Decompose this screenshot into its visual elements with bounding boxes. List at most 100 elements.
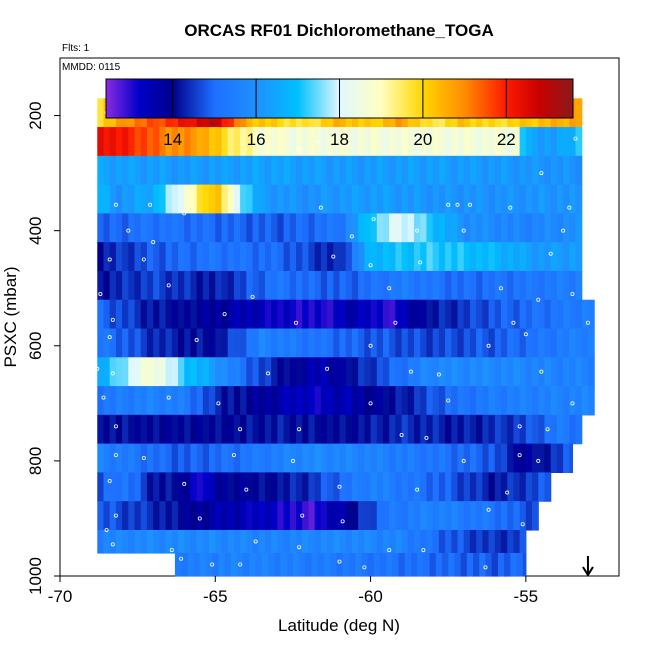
heat-cell [507, 127, 515, 157]
heat-cell [432, 184, 440, 214]
sample-point [368, 343, 373, 348]
heat-cell [463, 414, 471, 445]
heat-cell [252, 299, 260, 330]
heat-cell [336, 552, 344, 577]
heat-cell [532, 127, 539, 157]
heat-cell [159, 184, 167, 214]
heat-cell [128, 328, 136, 358]
colorbar-tick-label: 22 [497, 130, 516, 149]
heat-cell [264, 414, 272, 445]
heat-cell [445, 242, 452, 272]
heat-cell [196, 386, 204, 416]
heat-cell [420, 386, 428, 416]
heat-cell [563, 184, 570, 214]
heat-cell [202, 386, 210, 416]
heat-cell [277, 242, 285, 272]
heat-cell [314, 472, 322, 502]
heat-cell [563, 328, 570, 358]
heat-cell [451, 127, 459, 157]
sample-point [244, 487, 249, 492]
heat-cell [271, 472, 278, 502]
heat-cell [302, 414, 310, 445]
heat-cell [165, 184, 173, 214]
heat-cell [376, 127, 384, 157]
heat-cell [423, 552, 431, 577]
heat-cell [289, 184, 297, 214]
heat-cell [171, 155, 179, 186]
heat-cell [165, 501, 173, 531]
heat-cell [243, 552, 251, 577]
heat-cell [345, 472, 353, 502]
heat-cell [333, 472, 341, 502]
heat-cell [351, 501, 359, 531]
heat-cell [550, 155, 558, 186]
heat-cell [97, 270, 105, 301]
heat-cell [109, 501, 117, 531]
arrow-head [582, 566, 594, 577]
heat-cell [395, 270, 403, 301]
heat-cell [463, 529, 471, 554]
heat-cell [494, 127, 502, 157]
heat-cell [482, 357, 490, 387]
heat-cell [240, 127, 247, 157]
heat-cell [159, 328, 167, 358]
heat-cell [448, 552, 455, 577]
heat-cell [513, 443, 521, 473]
heat-cell [165, 155, 173, 186]
heat-cell [153, 443, 160, 473]
heat-cell [389, 328, 396, 358]
sample-point [508, 205, 513, 210]
y-tick-label: 600 [26, 332, 45, 360]
heat-cell [277, 357, 285, 387]
heat-cell [153, 357, 160, 387]
sample-point [570, 401, 575, 406]
heat-cell [457, 328, 465, 358]
heat-cell [370, 270, 378, 301]
heat-cell [302, 270, 310, 301]
sample-point [238, 427, 243, 432]
heat-cell [178, 328, 185, 358]
heat-cell [373, 552, 381, 577]
heat-cell [171, 357, 179, 387]
heat-cell [302, 472, 310, 502]
sample-point [222, 312, 227, 317]
heat-cell [153, 127, 160, 157]
heat-cell [494, 270, 502, 301]
heat-cell [538, 414, 546, 445]
heat-cell [382, 213, 390, 243]
heat-cell [488, 328, 496, 358]
heat-cell [196, 184, 204, 214]
heat-cell [358, 357, 365, 387]
heat-cell [488, 414, 496, 445]
heat-cell [146, 270, 154, 301]
heat-cell [544, 414, 552, 445]
heat-cell [519, 270, 527, 301]
heat-cell [109, 242, 117, 272]
heat-cell [283, 501, 291, 531]
heat-cell [314, 184, 322, 214]
heat-cell [227, 299, 235, 330]
heat-cell [165, 357, 173, 387]
heat-cell [525, 127, 533, 157]
heat-cell [575, 328, 583, 358]
heat-cell [252, 213, 260, 243]
heat-cell [351, 357, 359, 387]
heat-cell [420, 328, 428, 358]
heat-cell [134, 299, 142, 330]
heat-cell [420, 529, 428, 554]
heat-cell [516, 552, 524, 577]
heat-cell [345, 386, 353, 416]
heat-cell [178, 357, 185, 387]
heat-cell [190, 443, 198, 473]
heat-cell [246, 155, 254, 186]
heat-cell [382, 184, 390, 214]
heat-cell [277, 270, 285, 301]
heat-cell [233, 155, 241, 186]
heat-cell [469, 472, 477, 502]
heat-cell [184, 414, 192, 445]
heat-cell [426, 299, 434, 330]
heat-cell [258, 472, 266, 502]
heat-cell [432, 155, 440, 186]
heat-cell [382, 270, 390, 301]
heat-cell [432, 328, 440, 358]
